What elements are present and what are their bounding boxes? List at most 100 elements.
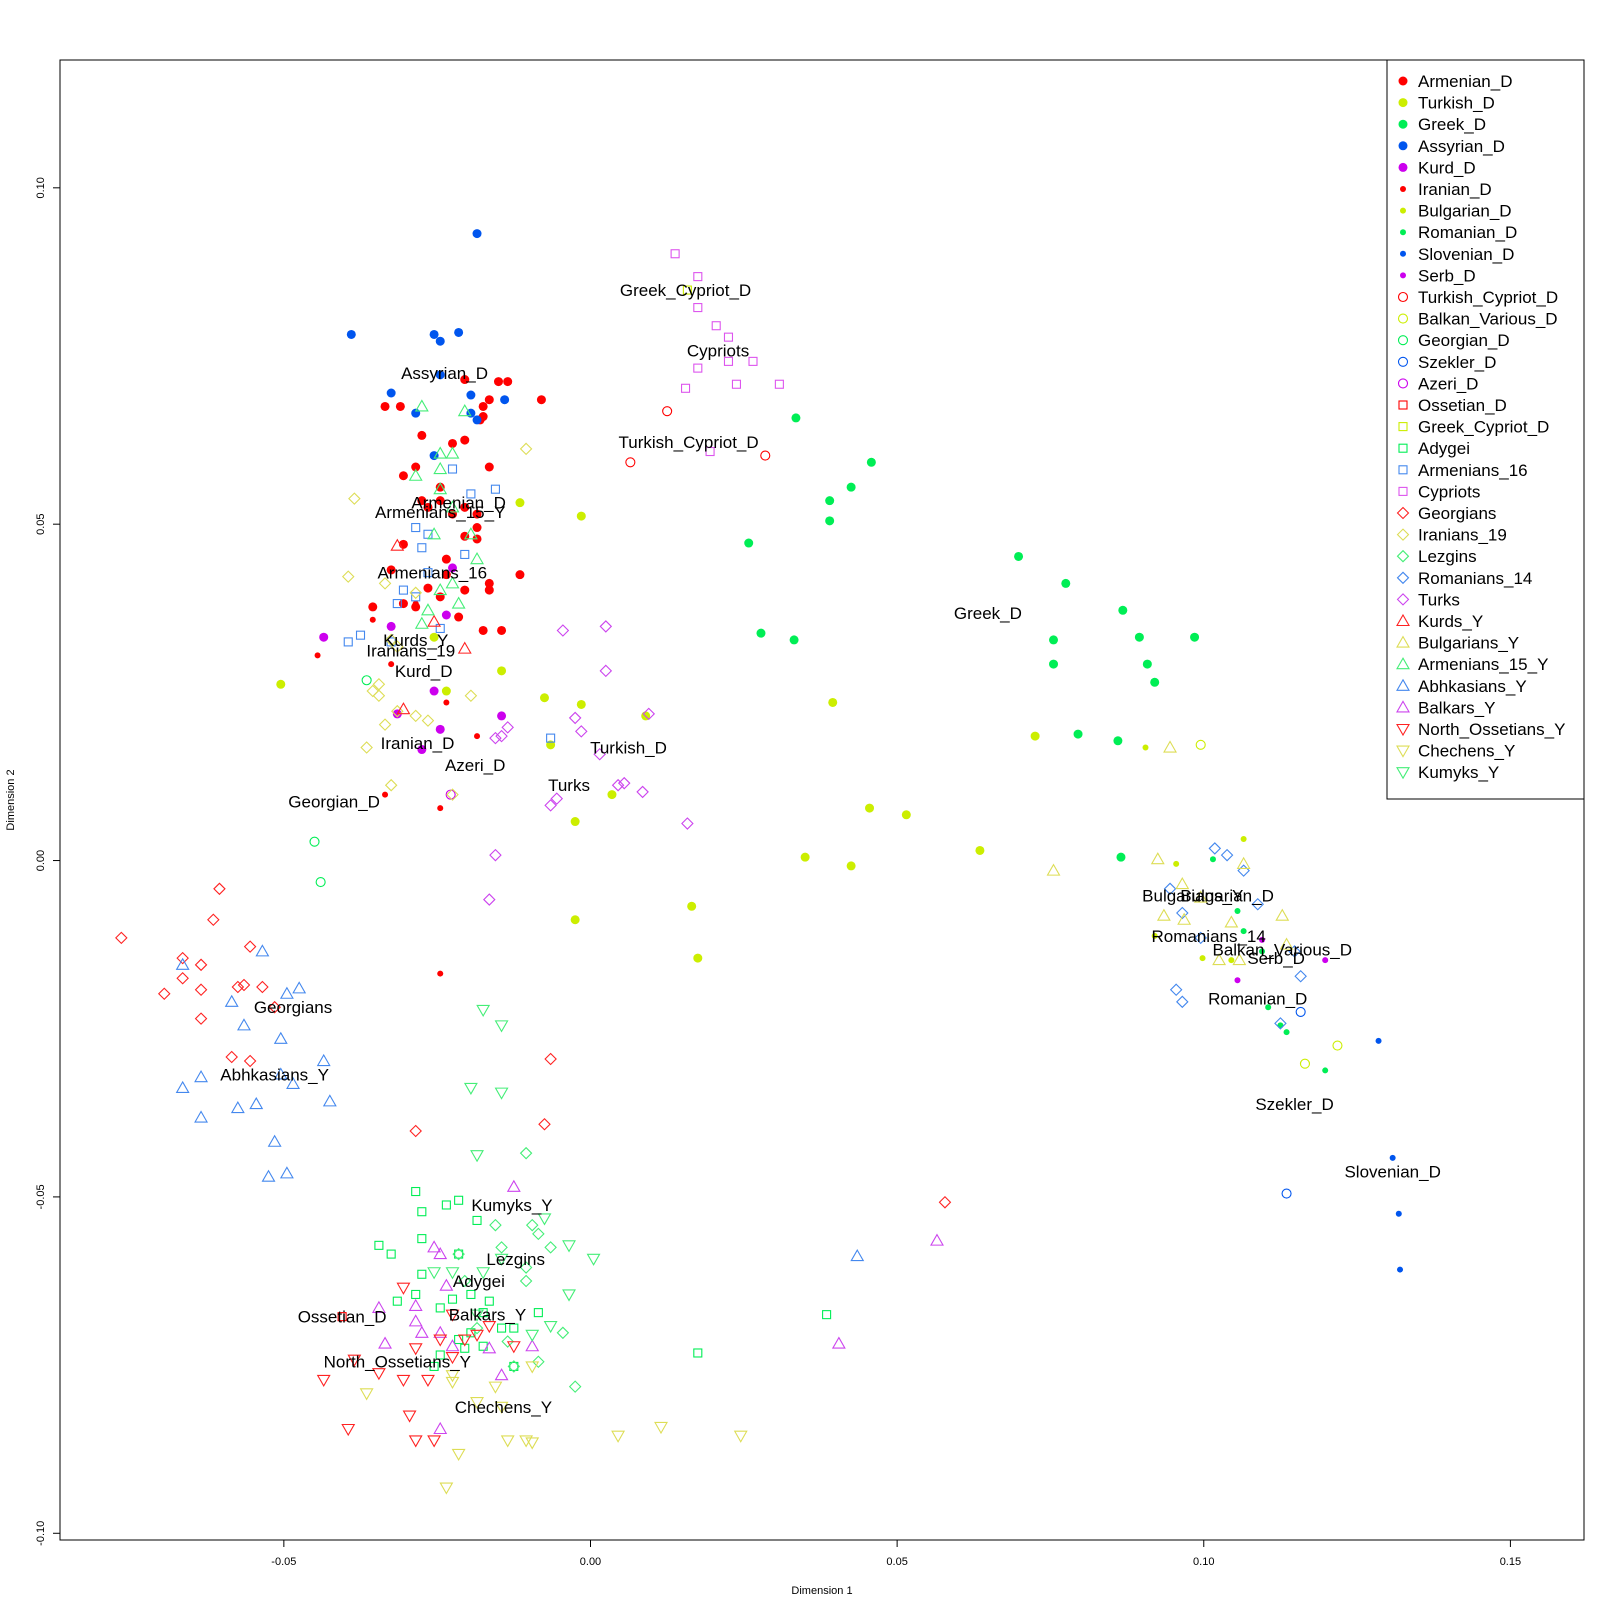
- point-turkish-d: [497, 666, 507, 676]
- point-georgians: [157, 987, 171, 1001]
- legend-marker-turkish-d: [1398, 98, 1408, 108]
- series-romanians-14: [1163, 842, 1307, 1030]
- legend-label-greek-d: Greek_D: [1418, 115, 1486, 134]
- point-kumyks-y: [543, 1321, 558, 1334]
- point-lezgins: [525, 1218, 539, 1232]
- point-balkars-y: [433, 1421, 448, 1435]
- point-chechens-y: [439, 1482, 454, 1495]
- point-adygei: [386, 1249, 396, 1259]
- legend-marker-cypriots: [1398, 486, 1408, 496]
- point-greek-d: [846, 482, 856, 492]
- point-romanians-14: [1294, 969, 1307, 983]
- point-balkan-various-d: [1332, 1040, 1343, 1051]
- point-balkars-y: [408, 1314, 423, 1327]
- point-armenians-15-y: [457, 404, 472, 417]
- point-north-ossetians-y: [341, 1423, 356, 1437]
- series-szekler-d: [1281, 1006, 1306, 1199]
- point-abhkasians-y: [286, 1076, 300, 1089]
- point-greek-d: [1134, 632, 1144, 642]
- point-lezgins: [495, 1241, 508, 1254]
- legend-marker-kumyks-y: [1396, 767, 1410, 780]
- point-abhkasians-y: [175, 957, 190, 970]
- point-abhkasians-y: [273, 1031, 288, 1044]
- point-iranians-19: [378, 577, 392, 590]
- point-turkish-d: [441, 686, 451, 696]
- point-greek-d: [1061, 578, 1071, 588]
- legend-item-greek-cypriot-d: Greek_Cypriot_D: [1398, 418, 1549, 437]
- point-adygei: [472, 1215, 482, 1226]
- legend-label-armenians-15-y: Armenians_15_Y: [1418, 655, 1548, 674]
- point-lezgins: [458, 1274, 472, 1288]
- point-turks: [489, 848, 502, 862]
- point-iranians-19: [372, 689, 386, 703]
- series-greek-cypriot-d: [682, 285, 692, 295]
- point-adygei: [441, 1200, 451, 1210]
- cluster-label-kurd-d: Kurd_D: [395, 662, 453, 681]
- point-turkish-cypriot-d: [662, 406, 673, 417]
- point-szekler-d: [1281, 1188, 1292, 1199]
- cluster-label-abhkasians-y: Abhkasians_Y: [220, 1065, 329, 1084]
- point-bulgarians-y: [1163, 740, 1177, 753]
- point-armenian-d: [484, 395, 494, 405]
- point-turks: [636, 785, 649, 799]
- legend-label-azeri-d: Azeri_D: [1418, 374, 1478, 393]
- point-bulgarians-y: [1212, 953, 1227, 966]
- point-armenian-d: [380, 401, 390, 411]
- point-kumyks-y: [562, 1289, 576, 1302]
- point-turks: [495, 729, 508, 743]
- point-chechens-y: [359, 1388, 374, 1401]
- point-armenian-d: [497, 625, 507, 635]
- point-armenian-d: [472, 509, 482, 519]
- legend-label-kurds-y: Kurds_Y: [1418, 612, 1483, 631]
- point-kumyks-y: [586, 1253, 601, 1266]
- point-armenian-d: [423, 583, 433, 593]
- point-adygei: [447, 1294, 458, 1304]
- point-kurd-d: [429, 686, 439, 696]
- legend-marker-turks: [1396, 593, 1410, 606]
- point-armenians-16: [411, 592, 421, 602]
- series-chechens-y: [359, 1361, 748, 1495]
- point-lezgins: [568, 1380, 582, 1393]
- point-turkish-d: [515, 498, 525, 508]
- plot-frame: [59, 59, 1585, 1541]
- legend-item-adygei: Adygei: [1398, 439, 1470, 458]
- point-abhkasians-y: [850, 1249, 865, 1262]
- point-iranians-19: [384, 633, 398, 647]
- point-turkish-d: [693, 953, 703, 963]
- point-armenian-d: [484, 462, 494, 472]
- cluster-label-bulgarian-d: Bulgarian_D: [1180, 887, 1274, 906]
- point-turkish-d: [1030, 731, 1040, 741]
- point-greek-d: [756, 628, 766, 638]
- y-tick-label: 0.00: [35, 850, 47, 871]
- point-armenian-d: [478, 401, 488, 411]
- legend-item-iranian-d: Iranian_D: [1400, 180, 1492, 199]
- point-lezgins: [544, 1241, 557, 1254]
- point-kumyks-y: [494, 1087, 509, 1100]
- point-balkars-y: [371, 1300, 386, 1313]
- point-georgians: [237, 978, 251, 992]
- point-balkars-y: [439, 1278, 454, 1291]
- series-assyrian-d: [346, 229, 510, 461]
- point-armenians-15-y: [433, 583, 448, 596]
- point-balkars-y: [433, 1325, 448, 1338]
- point-turks: [575, 725, 588, 738]
- point-kumyks-y: [470, 1150, 484, 1163]
- point-romanians-14: [1237, 864, 1250, 877]
- point-georgians: [176, 971, 189, 985]
- point-chechens-y: [470, 1397, 484, 1410]
- point-cypriots: [723, 356, 734, 366]
- point-armenians-15-y: [445, 500, 460, 513]
- point-abhkasians-y: [279, 1166, 294, 1179]
- point-bulgarians-y: [1193, 890, 1208, 903]
- point-armenian-d: [395, 401, 405, 411]
- cluster-label-ossetian-d: Ossetian_D: [298, 1308, 387, 1327]
- legend-label-armenians-16: Armenians_16: [1418, 461, 1528, 480]
- legend-item-balkan-various-d: Balkan_Various_D: [1397, 310, 1558, 329]
- point-iranians-19: [464, 689, 478, 703]
- point-turks: [501, 721, 514, 734]
- point-cypriots: [774, 379, 784, 389]
- point-bulgarian-d: [1173, 860, 1180, 867]
- point-armenian-d: [398, 471, 408, 481]
- legend-marker-armenian-d: [1398, 76, 1408, 86]
